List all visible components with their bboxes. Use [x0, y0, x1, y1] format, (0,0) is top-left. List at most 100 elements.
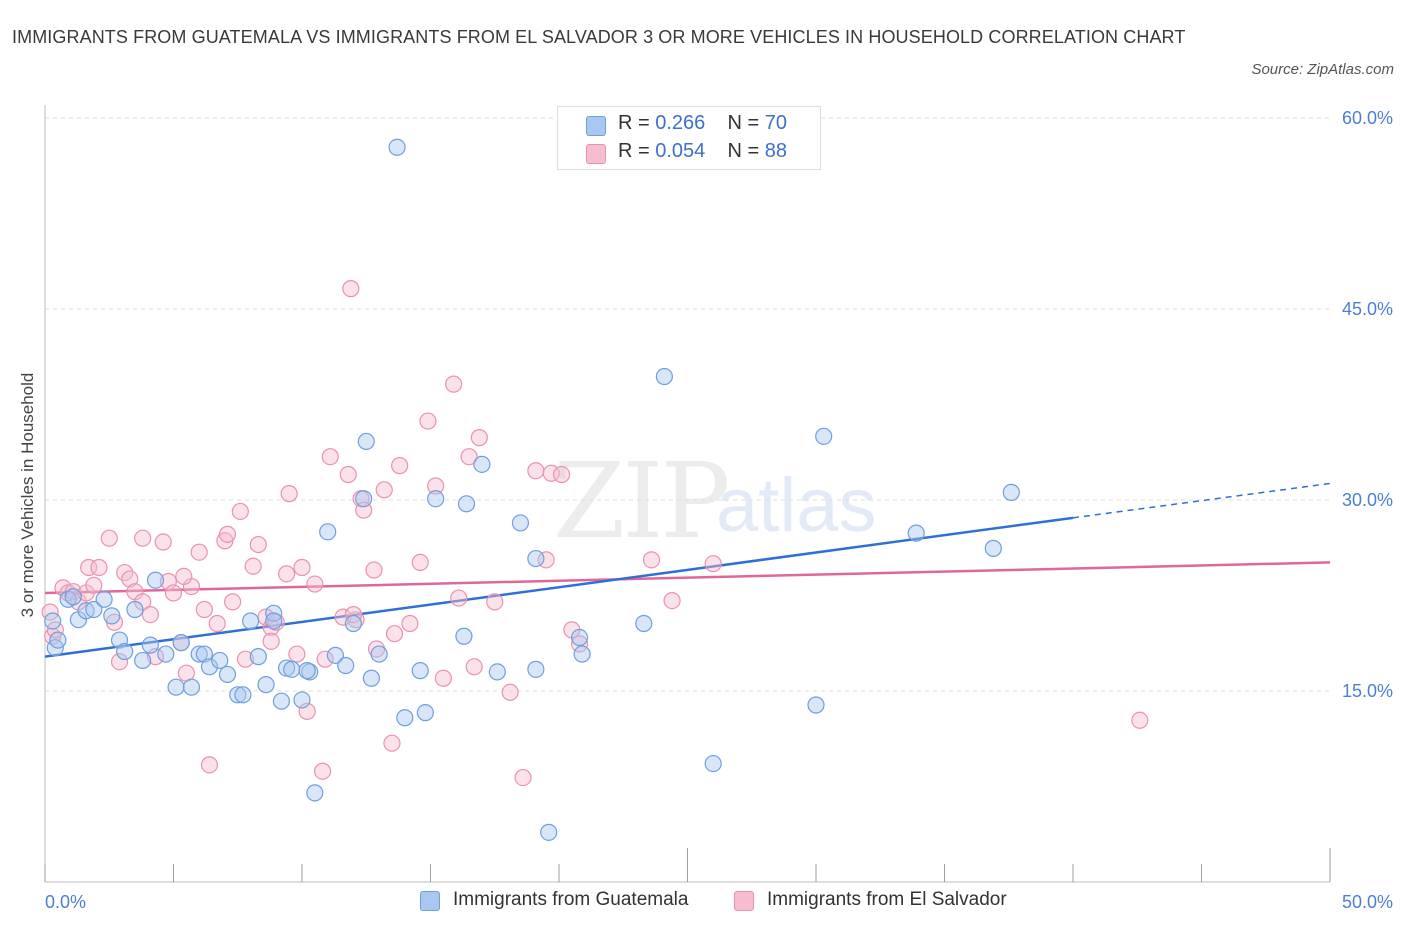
legend-swatch-guatemala: [586, 116, 606, 136]
point-guatemala: [540, 823, 558, 841]
point-guatemala: [64, 588, 82, 606]
trend-line-el-salvador: [44, 561, 1331, 595]
point-guatemala: [218, 665, 237, 684]
point-guatemala: [229, 686, 247, 704]
point-el-salvador: [85, 576, 103, 594]
y-tick-label: 15.0%: [1342, 681, 1393, 701]
point-guatemala: [337, 656, 355, 675]
point-guatemala: [655, 367, 673, 386]
point-el-salvador: [527, 462, 545, 480]
point-el-salvador: [342, 280, 360, 298]
point-el-salvador: [465, 658, 483, 676]
legend-r-label: R =: [618, 112, 656, 134]
point-guatemala: [190, 645, 208, 663]
point-guatemala: [473, 455, 491, 473]
point-el-salvador: [321, 448, 339, 466]
point-guatemala: [157, 645, 175, 663]
point-guatemala: [167, 678, 185, 696]
point-el-salvador: [195, 600, 213, 619]
point-el-salvador: [411, 553, 429, 571]
point-el-salvador: [450, 589, 468, 607]
x-tick-label: 50.0%: [1342, 892, 1393, 912]
point-guatemala: [146, 571, 165, 589]
point-guatemala: [488, 663, 506, 681]
point-guatemala: [355, 490, 373, 508]
point-guatemala: [249, 648, 267, 666]
points-guatemala: [44, 138, 1020, 841]
point-el-salvador: [383, 734, 401, 752]
point-guatemala: [126, 600, 144, 619]
legend-r-label: R =: [618, 140, 656, 162]
point-el-salvador: [391, 457, 409, 475]
point-guatemala: [182, 678, 201, 696]
point-el-salvador: [663, 591, 681, 610]
point-guatemala: [172, 634, 190, 652]
point-el-salvador: [121, 570, 139, 588]
point-el-salvador: [434, 669, 452, 687]
point-el-salvador: [1131, 711, 1149, 729]
point-el-salvador: [339, 465, 357, 484]
point-el-salvador: [175, 567, 193, 586]
y-tick-label: 45.0%: [1342, 299, 1393, 319]
bottom-legend-label-salvador: Immigrants from El Salvador: [767, 889, 1007, 910]
point-el-salvador: [293, 558, 311, 577]
chart-title: IMMIGRANTS FROM GUATEMALA VS IMMIGRANTS …: [12, 27, 1186, 47]
point-guatemala: [411, 662, 429, 680]
point-guatemala: [388, 138, 406, 156]
trend-lines: [44, 482, 1331, 658]
point-guatemala: [815, 427, 833, 445]
point-el-salvador: [244, 557, 262, 575]
point-el-salvador: [514, 768, 532, 787]
point-el-salvador: [334, 608, 352, 626]
point-el-salvador: [552, 465, 571, 484]
point-guatemala: [319, 523, 337, 541]
point-guatemala: [283, 660, 301, 678]
point-guatemala: [298, 662, 316, 680]
points-el-salvador: [41, 280, 1149, 787]
point-el-salvador: [419, 412, 437, 430]
point-guatemala: [427, 490, 445, 508]
point-guatemala: [211, 651, 229, 670]
point-guatemala: [511, 514, 530, 532]
x-tick-label: 0.0%: [45, 892, 86, 912]
point-el-salvador: [262, 632, 280, 650]
point-guatemala: [907, 524, 925, 542]
point-guatemala: [116, 642, 134, 661]
point-guatemala: [242, 612, 260, 630]
stats-legend: R = 0.266 N = 70 R = 0.054 N = 88: [557, 106, 821, 170]
point-guatemala: [85, 600, 103, 619]
legend-n-label: N =: [727, 112, 765, 134]
legend-swatch-salvador: [586, 144, 606, 164]
point-el-salvador: [218, 525, 237, 543]
point-el-salvador: [280, 485, 298, 503]
point-el-salvador: [190, 543, 208, 561]
point-guatemala: [527, 660, 545, 678]
watermark-atlas: atlas: [716, 463, 877, 548]
point-guatemala: [272, 692, 291, 710]
point-guatemala: [704, 754, 722, 773]
point-guatemala: [234, 686, 252, 704]
point-guatemala: [265, 612, 283, 630]
bottom-legend-label-guatemala: Immigrants from Guatemala: [453, 889, 689, 910]
point-guatemala: [362, 669, 380, 687]
point-el-salvador: [365, 561, 383, 579]
point-el-salvador: [100, 529, 118, 547]
point-el-salvador: [642, 551, 661, 569]
point-el-salvador: [486, 593, 504, 611]
point-el-salvador: [277, 565, 296, 583]
y-tick-label: 60.0%: [1342, 108, 1393, 128]
legend-r-value: 0.266: [655, 112, 706, 134]
watermark-zip: ZIP: [553, 440, 730, 562]
point-el-salvador: [236, 650, 255, 668]
point-el-salvador: [460, 448, 478, 466]
legend-n-value: 88: [764, 140, 788, 162]
point-el-salvador: [344, 605, 362, 624]
point-el-salvador: [154, 533, 172, 551]
point-guatemala: [200, 658, 219, 676]
point-guatemala: [195, 645, 213, 663]
point-el-salvador: [249, 535, 267, 554]
point-guatemala: [49, 631, 67, 649]
axes: [44, 105, 1331, 883]
point-guatemala: [357, 432, 375, 451]
